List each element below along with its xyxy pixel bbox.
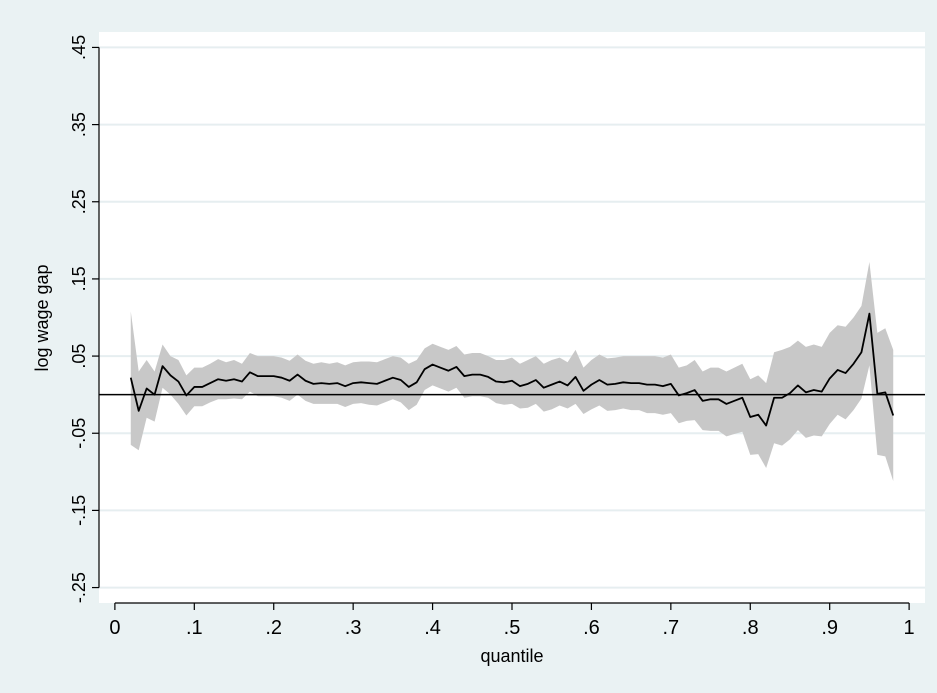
x-axis: 0 .1 .2 .3 .4 .5 .6 .7 .8 .9 1 — [109, 602, 915, 639]
x-tick-label: .8 — [742, 617, 759, 639]
y-tick-label: -.15 — [69, 495, 89, 526]
plot-area — [99, 32, 925, 603]
series-line — [129, 312, 895, 427]
confidence-band — [130, 261, 894, 482]
y-tick-label: .05 — [69, 344, 89, 369]
y-tick-label: -.05 — [69, 418, 89, 449]
x-tick-label: .1 — [186, 617, 203, 639]
x-axis-label: quantile — [480, 646, 543, 666]
grid-lines — [99, 46, 925, 589]
y-tick-label: .25 — [69, 189, 89, 214]
x-tick-label: .9 — [821, 617, 838, 639]
y-tick-label: .15 — [69, 266, 89, 291]
x-tick-label: 1 — [904, 617, 915, 639]
y-tick-label: .45 — [69, 35, 89, 60]
x-tick-label: .5 — [504, 617, 521, 639]
y-axis-label: log wage gap — [32, 264, 52, 371]
y-axis: -.25 -.15 -.05 .05 .15 .25 .35 .45 — [69, 35, 100, 603]
y-tick-label: .35 — [69, 112, 89, 137]
y-tick-label: -.25 — [69, 572, 89, 603]
x-tick-label: .4 — [424, 617, 441, 639]
x-tick-label: .6 — [583, 617, 600, 639]
x-tick-label: .3 — [345, 617, 362, 639]
x-tick-label: .2 — [265, 617, 282, 639]
x-tick-label: 0 — [109, 617, 120, 639]
x-tick-label: .7 — [663, 617, 680, 639]
